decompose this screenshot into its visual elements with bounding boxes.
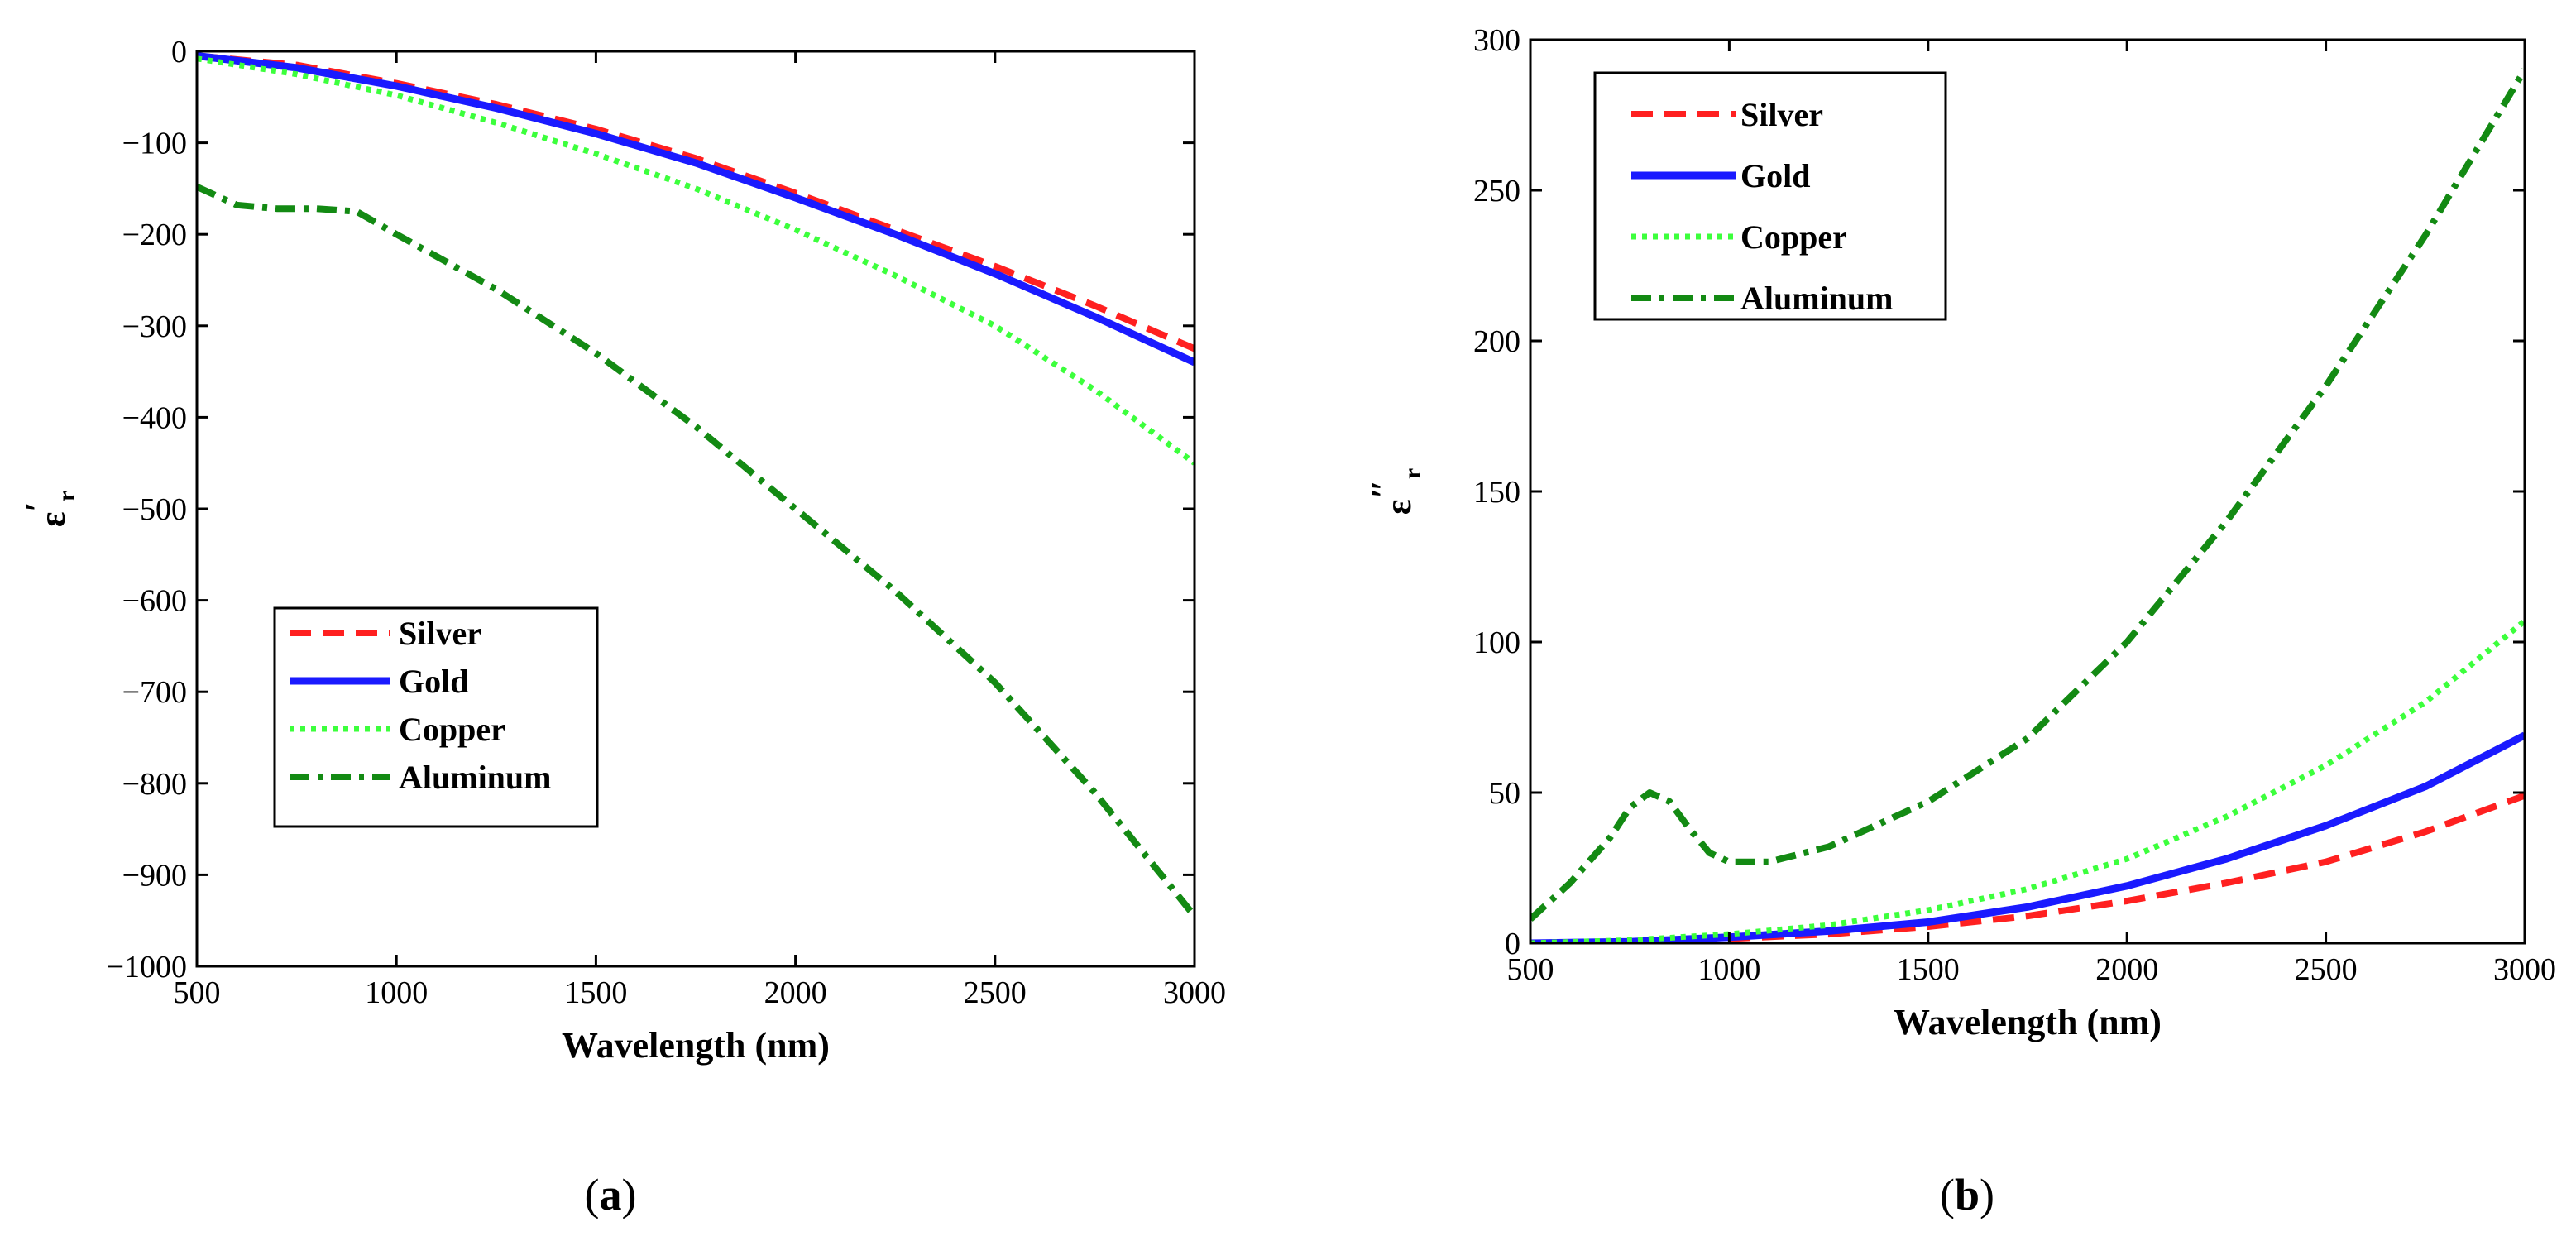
y-tick-label-a: −100 — [122, 127, 187, 161]
series-layer-b — [1530, 68, 2525, 943]
x-tick-label-a: 500 — [174, 975, 221, 1010]
series-line-aluminum-b — [1530, 68, 2525, 922]
legend-label-copper-b: Copper — [1740, 218, 1847, 256]
x-tick-label-a: 1500 — [564, 975, 627, 1010]
x-tick-label-a: 1000 — [365, 975, 428, 1010]
series-line-silver-a — [197, 52, 1195, 352]
series-line-aluminum-a — [197, 184, 1195, 918]
legend-a: Silver Gold Copper Aluminum — [273, 606, 599, 828]
svg-text:ε″r: ε″r — [1363, 468, 1426, 515]
panel-caption-b: (b) — [1940, 1170, 1994, 1219]
y-tick-label-a: −300 — [122, 309, 187, 344]
panel-caption-letter-a: a — [600, 1170, 622, 1219]
legend-label-aluminum-b: Aluminum — [1740, 280, 1894, 317]
series-line-copper-a — [197, 55, 1195, 466]
ticks-b: 500 1000 1500 2000 2500 3000 0 50 100 150 200 250 30… — [1473, 23, 2556, 987]
series-layer-a — [197, 52, 1195, 918]
y-tick-label-b: 250 — [1473, 174, 1520, 208]
y-axis-symbol-a: ε — [32, 511, 73, 527]
y-tick-label-a: −1000 — [107, 950, 187, 985]
x-tick-label-b: 2500 — [2295, 952, 2358, 987]
series-line-gold-a — [197, 52, 1195, 367]
series-line-copper-b — [1530, 618, 2525, 943]
y-axis-mark-a: ′ — [17, 501, 58, 511]
x-tick-label-a: 3000 — [1163, 975, 1226, 1010]
y-tick-label-a: −600 — [122, 584, 187, 619]
y-axis-title-b: ε″r — [1363, 468, 1426, 515]
y-tick-label-b: 0 — [1505, 927, 1520, 961]
panel-caption-a: (a) — [585, 1170, 637, 1219]
panel-b: 500 1000 1500 2000 2500 3000 0 50 100 150 200 250 30… — [1363, 23, 2556, 1219]
x-tick-label-a: 2500 — [964, 975, 1027, 1010]
legend-label-gold-a: Gold — [399, 663, 468, 700]
y-axis-title-a: ε′r — [17, 491, 80, 528]
y-tick-label-a: −700 — [122, 675, 187, 710]
legend-label-gold-b: Gold — [1740, 157, 1810, 194]
y-axis-mark-b: ″ — [1363, 479, 1404, 499]
series-line-gold-b — [1530, 731, 2525, 943]
x-tick-label-b: 3000 — [2493, 952, 2556, 987]
y-tick-label-a: −500 — [122, 492, 187, 527]
x-axis-title-b: Wavelength (nm) — [1894, 1002, 2162, 1042]
y-tick-label-a: −200 — [122, 218, 187, 252]
legend-label-silver-a: Silver — [399, 615, 481, 652]
y-tick-label-b: 300 — [1473, 23, 1520, 58]
svg-text:ε′r: ε′r — [17, 491, 80, 528]
y-tick-label-b: 200 — [1473, 324, 1520, 359]
y-tick-label-b: 150 — [1473, 475, 1520, 510]
legend-label-aluminum-a: Aluminum — [399, 759, 552, 796]
x-tick-label-b: 1000 — [1697, 952, 1760, 987]
x-tick-label-a: 2000 — [764, 975, 827, 1010]
y-tick-label-b: 100 — [1473, 625, 1520, 660]
legend-label-silver-b: Silver — [1740, 96, 1823, 133]
panel-a: 500 1000 1500 2000 2500 3000 0 −100 −200 −300 −400… — [17, 35, 1226, 1219]
x-axis-title-a: Wavelength (nm) — [562, 1025, 830, 1066]
legend-b: Silver Gold Copper Aluminum — [1593, 71, 1947, 321]
x-tick-label-b: 2000 — [2095, 952, 2158, 987]
ticks-a: 500 1000 1500 2000 2500 3000 0 −100 −200 −300 −400… — [107, 35, 1226, 1010]
x-tick-label-b: 500 — [1507, 952, 1554, 987]
y-axis-sub-b: r — [1399, 468, 1426, 479]
y-tick-label-a: 0 — [171, 35, 187, 69]
y-axis-symbol-b: ε — [1378, 499, 1419, 515]
legend-box-b — [1593, 71, 1947, 321]
panel-caption-letter-b: b — [1955, 1170, 1980, 1219]
legend-label-copper-a: Copper — [399, 711, 505, 748]
y-tick-label-a: −900 — [122, 858, 187, 893]
y-axis-sub-a: r — [53, 491, 80, 501]
y-tick-label-b: 50 — [1489, 776, 1520, 811]
x-tick-label-b: 1500 — [1897, 952, 1960, 987]
y-tick-label-a: −400 — [122, 400, 187, 435]
y-tick-label-a: −800 — [122, 767, 187, 802]
legend-box-a — [273, 606, 599, 828]
